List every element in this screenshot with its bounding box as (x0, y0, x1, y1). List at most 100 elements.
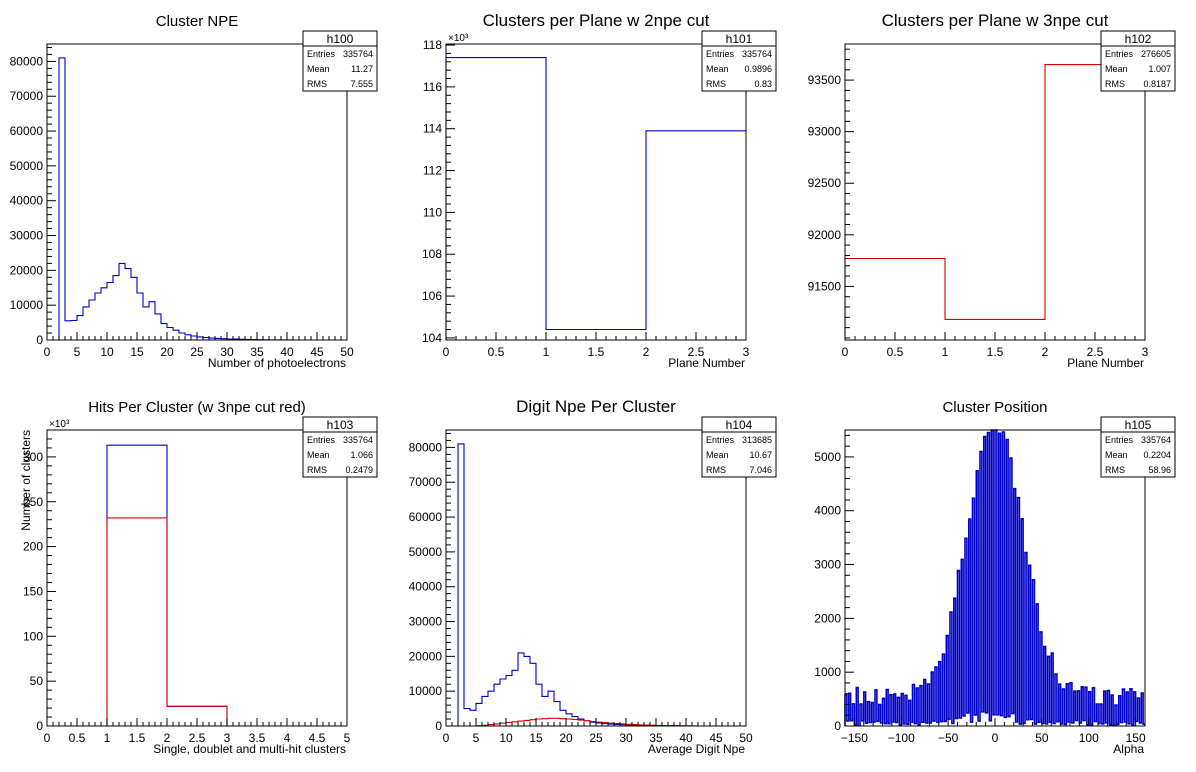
y-tick-label: 60000 (409, 510, 443, 524)
x-tick-label: 0 (443, 731, 450, 745)
stats-value: 1.007 (1148, 64, 1171, 74)
y-tick-label: 0 (834, 719, 841, 733)
y-tick-label: 250 (23, 495, 43, 509)
x-tick-label: 2.5 (189, 731, 206, 745)
x-tick-label: 40 (280, 345, 294, 359)
y-tick-label: 0 (36, 719, 43, 733)
plot-frame (445, 43, 747, 341)
y-tick-label: 0 (36, 333, 43, 347)
y-tick-label: 70000 (10, 89, 44, 103)
histogram-series-0 (844, 64, 1145, 340)
y-tick-label: 92000 (808, 228, 842, 242)
stats-value: 0.8187 (1143, 79, 1171, 89)
y-exponent-label: ×10³ (49, 419, 70, 430)
y-tick-label: 114 (423, 122, 442, 136)
stats-box-frame (701, 416, 777, 478)
y-tick-label: 108 (422, 247, 442, 261)
y-tick-label: 40000 (10, 194, 44, 208)
stats-box-name: h100 (327, 32, 354, 46)
plot-title: Digit Npe Per Cluster (516, 397, 676, 416)
y-tick-label: 106 (422, 289, 442, 303)
y-tick-label: 118 (423, 38, 442, 52)
x-tick-label: 30 (619, 731, 633, 745)
x-tick-label: 45 (310, 345, 324, 359)
x-tick-label: 1 (104, 731, 111, 745)
stats-box-name: h105 (1125, 418, 1152, 432)
x-tick-label: 20 (160, 345, 174, 359)
y-tick-label: 10000 (409, 684, 443, 698)
stats-label: Mean (1105, 64, 1128, 74)
y-tick-label: 80000 (10, 54, 44, 68)
histogram-series-0 (844, 429, 1145, 727)
stats-label: Entries (1105, 49, 1134, 59)
stats-value: 7.046 (749, 465, 772, 475)
plot-title: Hits Per Cluster (w 3npe cut red) (88, 399, 306, 416)
y-tick-label: 91500 (808, 279, 842, 293)
stats-box: h101 Entries 335764 Mean 0.9896 RMS 0.83 (701, 30, 777, 92)
y-tick-label: 0 (435, 719, 442, 733)
y-tick-label: 40000 (409, 580, 443, 594)
y-tick-label: 300 (23, 450, 43, 464)
y-tick-label: 110 (423, 205, 442, 219)
x-tick-label: 1.5 (987, 345, 1004, 359)
stats-label: Entries (307, 49, 336, 59)
stats-value: 10.67 (749, 450, 772, 460)
stats-box: h103 Entries 335764 Mean 1.066 RMS 0.2479 (302, 416, 378, 478)
x-tick-label: 100 (1079, 731, 1099, 745)
y-tick-label: 20000 (10, 263, 44, 277)
x-tick-label: 4 (284, 731, 291, 745)
stats-box-frame (1100, 416, 1176, 478)
x-tick-label: 0.5 (69, 731, 86, 745)
stats-value: 0.2479 (345, 465, 373, 475)
y-tick-label: 20000 (409, 649, 443, 663)
histogram-series-0 (446, 443, 746, 727)
y-tick-label: 1000 (814, 665, 841, 679)
stats-box: h102 Entries 276605 Mean 1.007 RMS 0.8187 (1100, 30, 1176, 92)
stats-label: RMS (307, 79, 327, 89)
y-axis-label: Number of clusters (19, 430, 33, 531)
plot-title: Cluster Position (942, 399, 1047, 416)
stats-label: RMS (307, 465, 327, 475)
stats-value: 313685 (742, 435, 772, 445)
x-tick-label: 50 (1035, 731, 1049, 745)
y-tick-label: 93500 (808, 73, 842, 87)
y-tick-label: 60000 (10, 124, 44, 138)
stats-box-name: h101 (726, 32, 753, 46)
histogram-series-0 (47, 57, 347, 341)
x-tick-label: −150 (841, 731, 868, 745)
y-tick-label: 50000 (409, 545, 443, 559)
x-tick-label: 0 (992, 731, 999, 745)
plot-title: Cluster NPE (156, 13, 239, 30)
x-tick-label: 2.5 (688, 345, 705, 359)
x-tick-label: 0 (44, 731, 51, 745)
x-axis-label: Average Digit Npe (648, 742, 745, 756)
x-axis-label: Plane Number (1067, 356, 1144, 370)
x-tick-label: 2 (643, 345, 650, 359)
x-tick-label: 10 (499, 731, 513, 745)
stats-box-name: h103 (327, 418, 354, 432)
x-tick-label: 40 (679, 731, 693, 745)
plot-title: Clusters per Plane w 2npe cut (483, 11, 710, 30)
x-tick-label: 50 (340, 345, 354, 359)
x-tick-label: 0 (842, 345, 849, 359)
stats-box: h100 Entries 335764 Mean 11.27 RMS 7.555 (302, 30, 378, 92)
histogram-series-0 (445, 57, 746, 340)
plot-frame (46, 43, 348, 341)
stats-box-frame (302, 416, 378, 478)
x-tick-label: 20 (559, 731, 573, 745)
histogram-series-0 (47, 444, 347, 727)
y-tick-label: 104 (422, 331, 442, 345)
stats-label: RMS (706, 465, 726, 475)
x-tick-label: 2.5 (1087, 345, 1104, 359)
x-tick-label: −50 (938, 731, 959, 745)
x-tick-label: 4.5 (309, 731, 326, 745)
x-tick-label: 5 (344, 731, 351, 745)
x-tick-label: 45 (709, 731, 723, 745)
x-tick-label: 2 (164, 731, 171, 745)
y-tick-label: 100 (23, 629, 43, 643)
x-tick-label: 0 (443, 345, 450, 359)
y-tick-label: 92500 (808, 176, 842, 190)
plot-frame (445, 429, 747, 727)
x-tick-label: 0.5 (488, 345, 505, 359)
